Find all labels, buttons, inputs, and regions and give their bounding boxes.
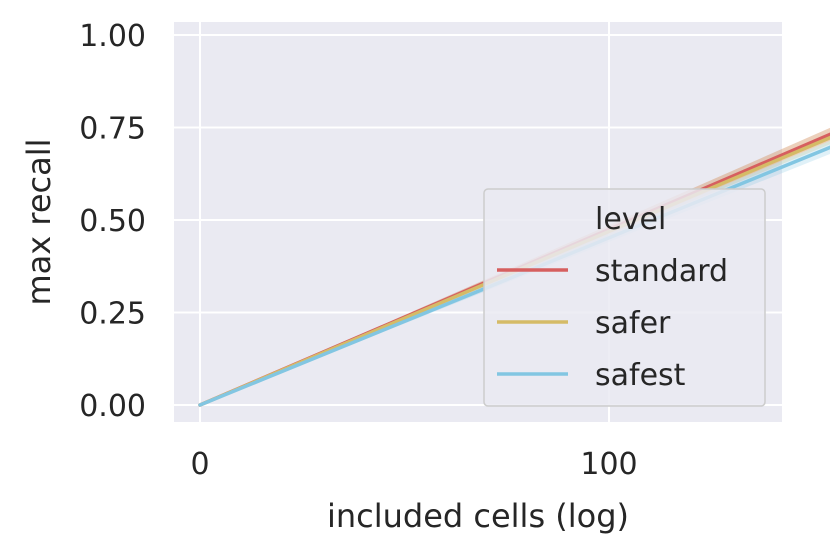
x-axis-label: included cells (log) <box>327 497 629 535</box>
y-tick-label: 1.00 <box>79 19 146 54</box>
legend-label-safest: safest <box>595 358 686 393</box>
x-tick-label: 0 <box>190 447 209 482</box>
y-tick-label: 0.25 <box>79 297 146 332</box>
y-tick-labels: 0.00 0.25 0.50 0.75 1.00 <box>79 19 146 424</box>
x-tick-label: 100 <box>580 447 637 482</box>
y-tick-label: 0.50 <box>79 204 146 239</box>
y-tick-label: 0.00 <box>79 389 146 424</box>
legend: level standard safer safest <box>483 188 766 407</box>
y-tick-label: 0.75 <box>79 112 146 147</box>
x-tick-labels: 010010005000 <box>190 447 637 482</box>
legend-entries: standard safer safest <box>497 254 728 393</box>
legend-label-standard: standard <box>595 254 728 289</box>
legend-frame <box>483 188 766 407</box>
legend-label-safer: safer <box>595 306 671 341</box>
y-axis-label: max recall <box>20 138 58 305</box>
legend-title: level <box>595 202 666 237</box>
